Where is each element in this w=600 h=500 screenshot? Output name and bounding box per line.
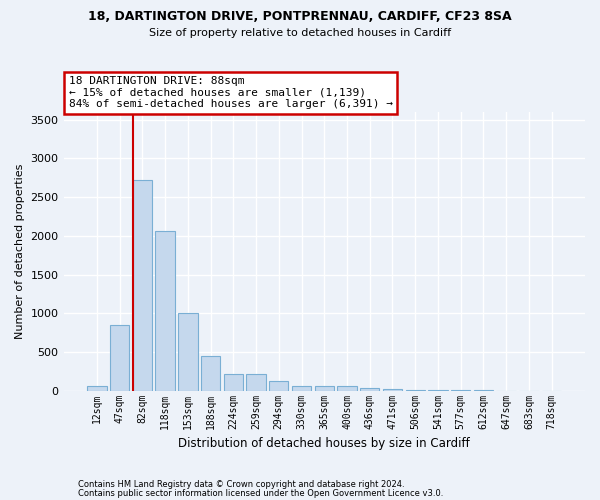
Bar (314, 386, 334, 390)
Bar (247, 374, 266, 390)
Bar (360, 388, 379, 390)
Bar (269, 380, 289, 390)
Bar (383, 388, 402, 390)
Bar (224, 374, 243, 390)
Text: Contains public sector information licensed under the Open Government Licence v3: Contains public sector information licen… (78, 490, 443, 498)
Bar (133, 180, 152, 390)
X-axis label: Distribution of detached houses by size in Cardiff: Distribution of detached houses by size … (178, 437, 470, 450)
Bar (155, 231, 175, 390)
Text: Size of property relative to detached houses in Cardiff: Size of property relative to detached ho… (149, 28, 451, 38)
Bar (292, 386, 311, 390)
Bar (110, 325, 130, 390)
Bar (201, 356, 220, 390)
Y-axis label: Number of detached properties: Number of detached properties (15, 164, 25, 339)
Bar (337, 386, 356, 390)
Bar (87, 386, 107, 390)
Bar (178, 314, 197, 390)
Text: 18, DARTINGTON DRIVE, PONTPRENNAU, CARDIFF, CF23 8SA: 18, DARTINGTON DRIVE, PONTPRENNAU, CARDI… (88, 10, 512, 23)
Text: Contains HM Land Registry data © Crown copyright and database right 2024.: Contains HM Land Registry data © Crown c… (78, 480, 404, 489)
Text: 18 DARTINGTON DRIVE: 88sqm
← 15% of detached houses are smaller (1,139)
84% of s: 18 DARTINGTON DRIVE: 88sqm ← 15% of deta… (69, 76, 393, 110)
